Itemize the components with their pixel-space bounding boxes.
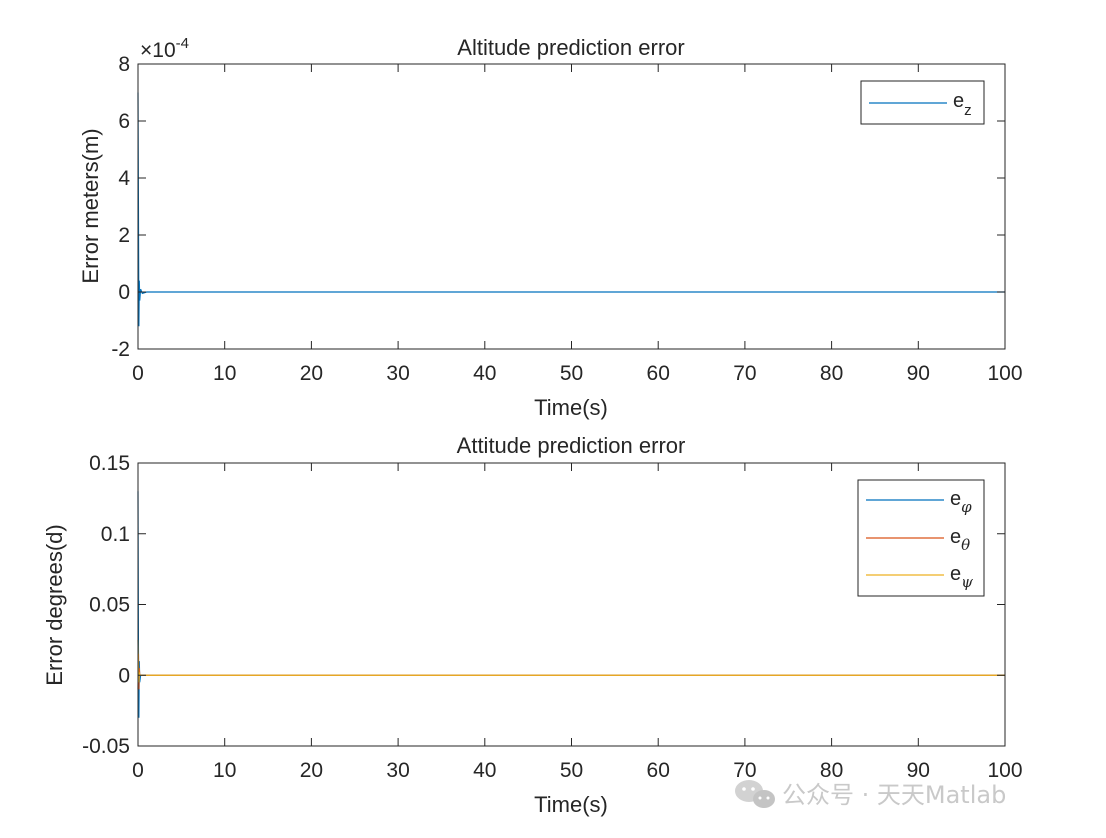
series-line-ψ	[137, 639, 1005, 683]
y-tick-label: 0	[118, 664, 130, 687]
y-axis: -0.05 0 0.05 0.1 0.15	[82, 452, 1005, 758]
x-tick-label: 10	[213, 362, 236, 385]
attitude-error-plot: Attitude prediction error 0 10 20 30 40 50 60 7…	[42, 433, 1023, 817]
x-tick-label: 30	[386, 759, 409, 782]
x-tick-label: 60	[647, 759, 670, 782]
x-axis-label: Time(s)	[534, 792, 608, 817]
y-tick-label: -0.05	[82, 735, 130, 758]
y-tick-label: -2	[111, 338, 130, 361]
y-tick-label: 0.1	[101, 523, 130, 546]
y-tick-label: 6	[118, 110, 130, 133]
y-tick-label: 4	[118, 167, 130, 190]
y-tick-label: 0.15	[89, 452, 130, 475]
x-axis-label: Time(s)	[534, 395, 608, 420]
x-tick-label: 40	[473, 362, 496, 385]
altitude-error-plot: Altitude prediction error ×10-4 0 10 20 30 4…	[78, 35, 1023, 420]
y-axis-label: Error meters(m)	[78, 128, 103, 283]
y-tick-label: 0.05	[89, 594, 130, 617]
x-tick-label: 10	[213, 759, 236, 782]
x-tick-label: 70	[733, 759, 756, 782]
legend: ez	[860, 80, 985, 125]
legend: eφ eθ eψ	[857, 479, 985, 597]
wechat-icon	[735, 780, 775, 808]
x-axis: 0 10 20 30 40 50 60 70 80 90 100	[132, 64, 1023, 385]
x-tick-label: 90	[907, 362, 930, 385]
legend-label-epsi: eψ	[950, 563, 973, 591]
watermark-text: 公众号 · 天天Matlab	[782, 781, 1006, 809]
x-tick-label: 0	[132, 759, 144, 782]
chart-title: Altitude prediction error	[457, 35, 684, 60]
series-line-θ	[137, 654, 1005, 690]
x-tick-label: 90	[907, 759, 930, 782]
legend-label-ephi: eφ	[950, 488, 972, 516]
y-axis: -2 0 2 4 6 8	[111, 53, 1005, 361]
legend-label-etheta: eθ	[950, 526, 970, 554]
y-axis-label: Error degrees(d)	[42, 524, 67, 685]
x-tick-label: 100	[987, 362, 1022, 385]
x-tick-label: 50	[560, 759, 583, 782]
y-tick-label: 0	[118, 281, 130, 304]
watermark: 公众号 · 天天Matlab	[735, 780, 1006, 809]
x-tick-label: 30	[386, 362, 409, 385]
y-exponent-label: ×10-4	[140, 35, 189, 62]
series-layer	[137, 92, 1005, 327]
x-tick-label: 80	[820, 362, 843, 385]
chart-title: Attitude prediction error	[457, 433, 686, 458]
series-line-z	[137, 92, 1005, 327]
x-axis: 0 10 20 30 40 50 60 70 80 90 100	[132, 463, 1023, 782]
x-tick-label: 50	[560, 362, 583, 385]
x-tick-label: 60	[647, 362, 670, 385]
x-tick-label: 20	[300, 759, 323, 782]
x-tick-label: 40	[473, 759, 496, 782]
x-tick-label: 20	[300, 362, 323, 385]
legend-label-ez: ez	[953, 90, 972, 119]
y-tick-label: 2	[118, 224, 130, 247]
x-tick-label: 100	[987, 759, 1022, 782]
x-tick-label: 70	[733, 362, 756, 385]
x-tick-label: 0	[132, 362, 144, 385]
x-tick-label: 80	[820, 759, 843, 782]
y-tick-label: 8	[118, 53, 130, 76]
